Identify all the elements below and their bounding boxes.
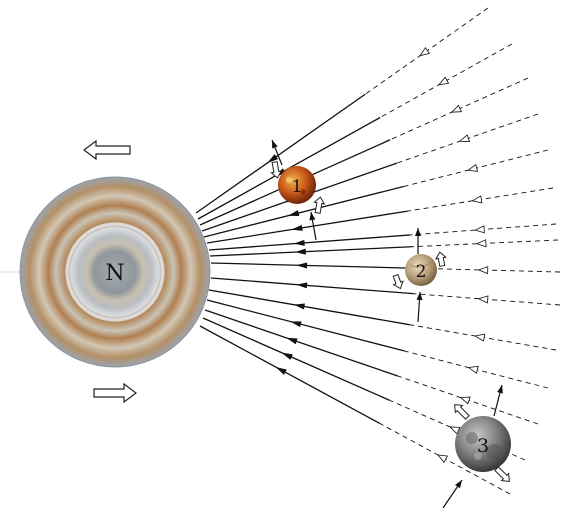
ray-arrowhead-solid: [290, 321, 302, 328]
ray-arrowhead-hollow: [438, 76, 450, 86]
light-ray: [210, 277, 561, 306]
ray-arrowhead-hollow: [474, 225, 485, 234]
light-ray: [208, 289, 557, 351]
moon-3-label: 3: [477, 435, 489, 457]
moon-3: 3: [455, 416, 511, 472]
planet-ring-inner: [78, 235, 152, 309]
ray-arrowhead-solid: [296, 262, 308, 269]
ray-arrowhead-hollow: [449, 426, 461, 435]
ganymede-moon-icon: [455, 416, 511, 472]
ray-arrowhead-solid: [296, 282, 308, 289]
moon-1-rotation-arrow-right: [313, 196, 326, 214]
planet-disk: [19, 176, 211, 368]
ray-arrowhead-solid: [293, 303, 306, 310]
light-ray: [209, 239, 559, 257]
moon-3-orbit-arrow-bottom: [442, 479, 463, 509]
ray-arrowhead-hollow: [477, 295, 489, 304]
light-ray: [202, 317, 526, 461]
moon-3-orbit-arrow-up: [493, 384, 503, 417]
moon-rotation-arrows: [270, 161, 510, 482]
light-ray: [204, 309, 539, 425]
planet-ring-light: [65, 222, 165, 322]
ray-arrowhead-hollow: [459, 396, 471, 405]
ray-arrowhead-solid: [287, 210, 300, 216]
ray-arrowhead-solid: [281, 352, 293, 360]
planet-label: N: [105, 261, 124, 286]
moon-1-rotation-arrow-left: [270, 161, 283, 179]
light-ray: [201, 113, 539, 232]
moon-2-orbit-arrow-up: [415, 228, 421, 254]
light-ray: [197, 43, 513, 220]
moon-2-orbit-arrow-bottom: [416, 291, 423, 323]
light-ray: [210, 262, 561, 275]
light-ray: [199, 325, 511, 495]
moon-2-rotation-arrow-left: [392, 273, 404, 290]
ray-arrowhead-solid: [286, 337, 298, 345]
moon-3-rotation-arrow-left: [454, 404, 470, 420]
ray-arrowhead-hollow: [477, 266, 489, 275]
ray-arrowhead-hollow: [466, 163, 479, 172]
europa-moon-icon: [405, 254, 437, 286]
moon-arrows: [271, 139, 503, 509]
moon-1: 1: [278, 166, 316, 204]
ray-group: [195, 7, 561, 495]
ray-arrowhead-hollow: [436, 454, 449, 463]
moon-1-orbit-arrow-bottom: [309, 211, 317, 241]
ray-arrowhead-solid: [294, 248, 306, 255]
light-ray: [195, 7, 489, 214]
rotation-arrow-top: [83, 139, 131, 161]
moon-2-rotation-arrow-right: [434, 251, 447, 267]
ray-arrowhead-hollow: [419, 46, 431, 57]
ray-arrowhead-hollow: [471, 195, 483, 204]
ray-arrowhead-hollow: [458, 134, 471, 142]
light-ray: [206, 299, 549, 389]
io-moon-icon: [278, 166, 316, 204]
planet: N: [19, 176, 211, 368]
moon-3-rotation-arrow-right: [494, 466, 510, 482]
ray-arrowhead-solid: [293, 239, 305, 246]
ray-arrowhead-solid: [267, 154, 279, 163]
moon-1-label: 1: [292, 177, 303, 197]
ray-arrowhead-hollow: [467, 365, 479, 374]
light-ray: [208, 223, 557, 251]
moon-1-orbit-arrow-up: [271, 139, 283, 166]
light-ray: [199, 77, 529, 226]
moon-2-label: 2: [416, 262, 427, 282]
ray-arrowhead-solid: [275, 366, 287, 375]
ray-arrowhead-hollow: [450, 104, 462, 113]
ray-arrowhead-solid: [291, 224, 303, 231]
rotation-arrow-bottom: [93, 382, 137, 404]
moon-2: 2: [405, 254, 437, 286]
light-ray: [206, 187, 554, 244]
ray-arrowhead-hollow: [474, 333, 486, 342]
light-ray: [203, 149, 549, 238]
ray-arrowhead-hollow: [475, 239, 487, 248]
